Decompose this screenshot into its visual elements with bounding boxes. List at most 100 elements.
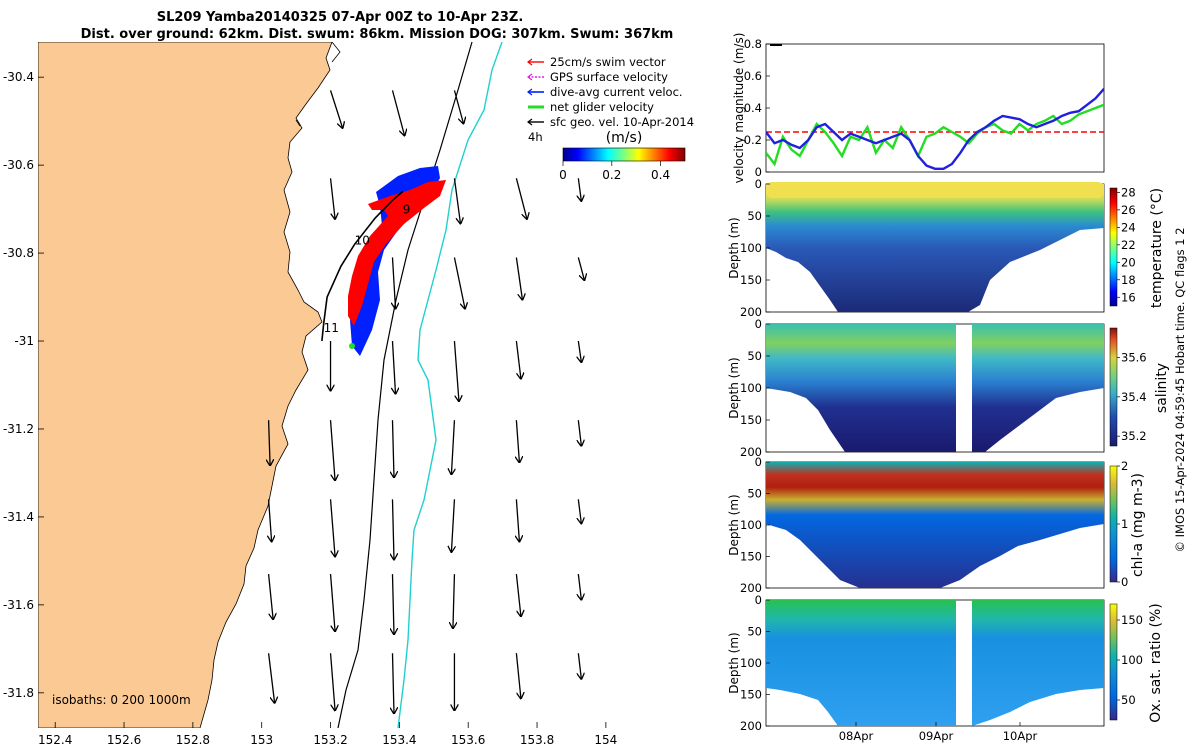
temperature-panel: Depth (m) 0 50 100 150 200 16 18 20 22 24 26 28 te…	[727, 177, 1165, 319]
depth-tick-label: 150	[740, 273, 762, 287]
salinity-colorbar	[1109, 327, 1118, 447]
velocity-y-tick-label: 0	[755, 165, 762, 179]
depth-tick-label: 150	[740, 550, 762, 564]
velocity-panel: 0 0.2 0.4 0.6 0.8 velocity magnitude (m/s)	[732, 33, 1105, 183]
dive-avg-swath	[350, 166, 440, 356]
velocity-y-tick-label: 0.2	[744, 133, 762, 147]
map-y-tick-label: -31.6	[3, 598, 34, 612]
geo-vector-arrow	[391, 90, 404, 135]
geo-vector-arrow	[578, 653, 581, 679]
map-x-tick-label: 153.2	[313, 733, 347, 747]
chla-panel: Depth (m) 0 50 100 150 200 0 1 2 chl-a (mg m-3…	[727, 455, 1146, 595]
legend-entry-gps: GPS surface velocity	[527, 70, 668, 84]
salinity-colorbar-label: salinity	[1154, 363, 1170, 413]
coast-detail	[331, 42, 341, 63]
geo-vector-arrow	[578, 420, 581, 446]
depth-tick-label: 200	[740, 719, 762, 733]
geo-vector-arrow	[451, 420, 454, 474]
geo-vector-arrow	[392, 499, 394, 559]
geo-vector-arrow	[392, 420, 394, 477]
credit-text: © IMOS 15-Apr-2024 04:59:45 Hobart time.…	[1173, 227, 1187, 552]
colorbar-tick-label: 20	[1121, 255, 1136, 269]
coast-detail-2	[295, 119, 301, 127]
geo-vector-arrow	[515, 340, 521, 379]
glider-end-marker	[349, 343, 355, 349]
map-x-tick-label: 153	[250, 733, 273, 747]
colorbar-tick-label: 28	[1121, 185, 1136, 199]
depth-tick-label: 0	[755, 455, 762, 469]
geo-vector-arrow	[578, 178, 581, 201]
map-colorbar: (m/s) 0 0.2 0.4	[559, 130, 686, 182]
salinity-colorbar-ticks: 35.2 35.4 35.6	[1117, 351, 1147, 443]
depth-tick-label: 150	[740, 413, 762, 427]
geo-vector-arrow	[329, 178, 336, 219]
geo-vector-arrow	[269, 499, 272, 541]
salinity-section-fill	[766, 324, 956, 452]
depth-tick-label: 0	[755, 593, 762, 607]
geo-vector-arrow	[515, 178, 527, 219]
map-y-tick-label: -31.2	[3, 422, 34, 436]
map-x-tick-label: 152.4	[38, 733, 72, 747]
colorbar-tick-label: 100	[1121, 653, 1143, 667]
colorbar-tick-label: 50	[1121, 693, 1136, 707]
colorbar-tick-label: 24	[1121, 220, 1136, 234]
colorbar-tick-label: 22	[1121, 238, 1136, 252]
temperature-colorbar-label: temperature (°C)	[1149, 188, 1165, 308]
geo-vector-arrow	[453, 257, 465, 308]
depth-tick-label: 50	[747, 209, 762, 223]
colorbar-tick-label: 16	[1121, 290, 1136, 304]
legend-entry-sfc: sfc geo. vel. 10-Apr-2014	[527, 115, 694, 129]
map-colorbar-tick-label: 0	[559, 168, 567, 182]
geo-vector-arrow	[329, 653, 336, 710]
colorbar-tick-label: 0	[1121, 575, 1128, 589]
map-x-tick-label: 152.6	[107, 733, 141, 747]
map-colorbar-ticks: 0 0.2 0.4	[559, 161, 670, 182]
legend-net-label: net glider velocity	[550, 100, 654, 114]
depth-tick-label: 100	[740, 381, 762, 395]
chla-colorbar-label: chl-a (mg m-3)	[1130, 473, 1146, 577]
temperature-y-ticks: 0 50 100 150 200	[740, 177, 770, 319]
depth-tick-label: 50	[747, 625, 762, 639]
time-label: 4h	[528, 130, 543, 144]
map-colorbar-label: (m/s)	[606, 130, 643, 146]
geo-vector-arrow	[329, 499, 336, 556]
geo-vector-arrow	[516, 420, 519, 462]
geo-vector-arrow	[577, 257, 584, 280]
date-tick-label: 09Apr	[919, 729, 954, 743]
colorbar-tick-label: 26	[1121, 203, 1136, 217]
geo-vector-arrow	[329, 420, 336, 480]
salinity-panel: Depth (m) 0 50 100 150 200 35.2 35.4 35.6 sali…	[727, 317, 1170, 459]
day-label: 10	[355, 233, 370, 247]
geo-vector-arrow	[392, 574, 394, 634]
geo-vector-arrow	[392, 340, 395, 394]
day-label: 9	[403, 203, 411, 217]
geo-vector-arrow	[269, 420, 271, 465]
depth-tick-label: 0	[755, 317, 762, 331]
chart-title-line2: Dist. over ground: 62km. Dist. swum: 86k…	[81, 27, 674, 42]
temperature-surface-band	[766, 182, 1104, 198]
geo-vector-arrow	[515, 257, 522, 299]
legend-swim-label: 25cm/s swim vector	[550, 55, 666, 69]
map-colorbar-tick-label: 0.2	[602, 168, 621, 182]
velocity-axes-box	[765, 43, 1105, 173]
geo-vector-arrow	[267, 653, 275, 703]
map-x-ticks: 152.4 152.6 152.8 153 153.2 153.4 153.6 153.8 15…	[38, 722, 617, 747]
geo-vector-arrow	[453, 90, 463, 123]
depth-tick-label: 200	[740, 305, 762, 319]
map-legend: 25cm/s swim vector GPS surface velocity …	[520, 52, 716, 144]
colorbar-tick-label: 35.4	[1121, 390, 1147, 404]
geo-vector-arrow	[392, 257, 395, 308]
day-labels: 9 10 11	[324, 203, 411, 336]
temperature-colorbar-ticks: 16 18 20 22 24 26 28	[1117, 185, 1136, 304]
chla-depth-label: Depth (m)	[727, 494, 741, 555]
map-x-tick-label: 152.8	[176, 733, 210, 747]
map-x-tick-label: 153.6	[451, 733, 485, 747]
velocity-y-tick-label: 0.4	[744, 101, 762, 115]
salinity-depth-label: Depth (m)	[727, 357, 741, 418]
velocity-y-ticks: 0 0.2 0.4 0.6 0.8	[744, 37, 770, 179]
colorbar-tick-label: 35.2	[1121, 429, 1147, 443]
oxygen-colorbar	[1109, 603, 1118, 721]
depth-tick-label: 50	[747, 349, 762, 363]
